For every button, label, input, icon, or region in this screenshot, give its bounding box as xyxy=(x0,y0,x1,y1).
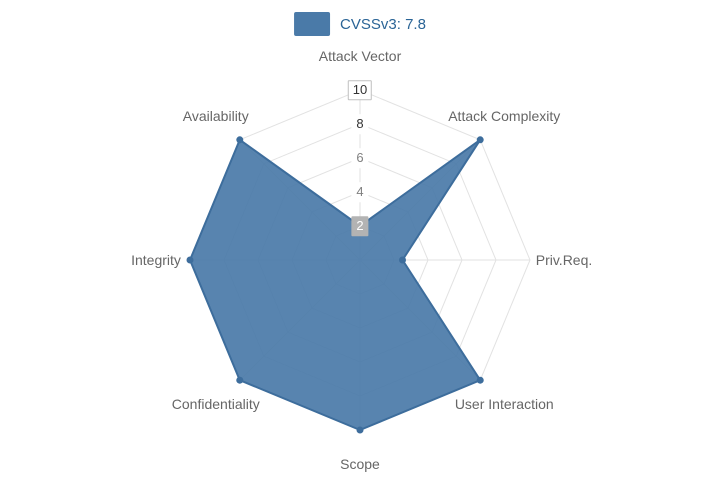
radar-svg xyxy=(0,0,720,504)
axis-label: User Interaction xyxy=(455,396,554,412)
axis-label: Scope xyxy=(340,456,380,472)
axis-label: Integrity xyxy=(131,252,181,268)
legend: CVSSv3: 7.8 xyxy=(294,12,426,36)
radar-chart: CVSSv3: 7.8 Attack Vector Attack Complexi… xyxy=(0,0,720,504)
tick-label: 10 xyxy=(348,80,372,100)
axis-label: Attack Vector xyxy=(319,48,401,64)
axis-label: Confidentiality xyxy=(172,396,260,412)
axis-label: Attack Complexity xyxy=(448,108,560,124)
legend-swatch xyxy=(294,12,330,36)
tick-label: 8 xyxy=(351,114,368,134)
axis-label: Availability xyxy=(183,108,249,124)
legend-label: CVSSv3: 7.8 xyxy=(340,16,426,33)
axis-label: Priv.Req. xyxy=(536,252,593,268)
tick-label: 4 xyxy=(351,182,368,202)
tick-label: 6 xyxy=(351,148,368,168)
tick-label: 2 xyxy=(351,216,368,236)
